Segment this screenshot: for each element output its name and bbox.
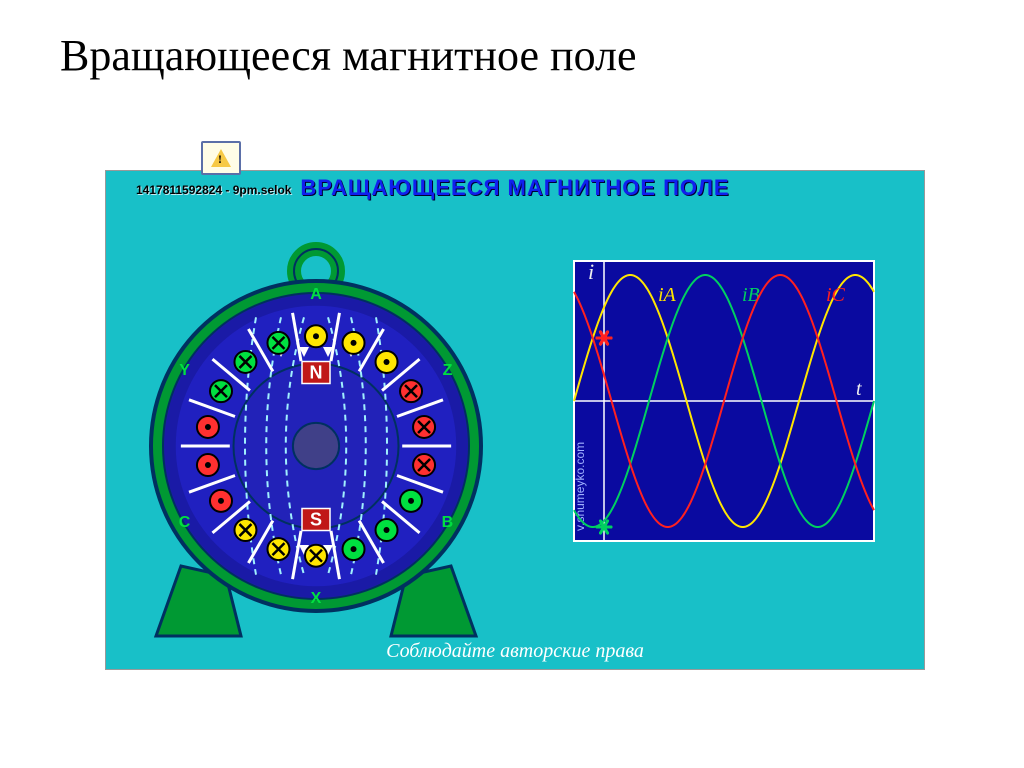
svg-text:iA: iA: [658, 284, 677, 306]
warning-icon: [201, 141, 237, 177]
panel-title: ВРАЩАЮЩЕЕСЯ МАГНИТНОЕ ПОЛЕ: [106, 175, 924, 201]
svg-text:X: X: [311, 590, 322, 607]
slide-title: Вращающееся магнитное поле: [60, 30, 960, 81]
phase-current-graph: itv.shumeyko.comiAiBiC: [554, 241, 894, 571]
svg-text:B: B: [442, 514, 454, 531]
motor-diagram: N S A Z B X C Y: [126, 216, 506, 646]
svg-text:Z: Z: [443, 362, 453, 379]
svg-text:Y: Y: [179, 362, 190, 379]
svg-text:C: C: [179, 514, 191, 531]
svg-text:N: N: [310, 363, 323, 383]
diagram-panel: 1417811592824 - 9pm.selok ВРАЩАЮЩЕЕСЯ МА…: [105, 170, 925, 670]
slide: Вращающееся магнитное поле 1417811592824…: [0, 0, 1024, 768]
svg-text:iC: iC: [826, 284, 846, 306]
svg-text:A: A: [310, 286, 322, 303]
svg-text:t: t: [856, 378, 862, 400]
svg-text:i: i: [588, 259, 594, 284]
svg-text:S: S: [310, 510, 322, 530]
copyright-footer: Соблюдайте авторские права: [106, 640, 924, 663]
